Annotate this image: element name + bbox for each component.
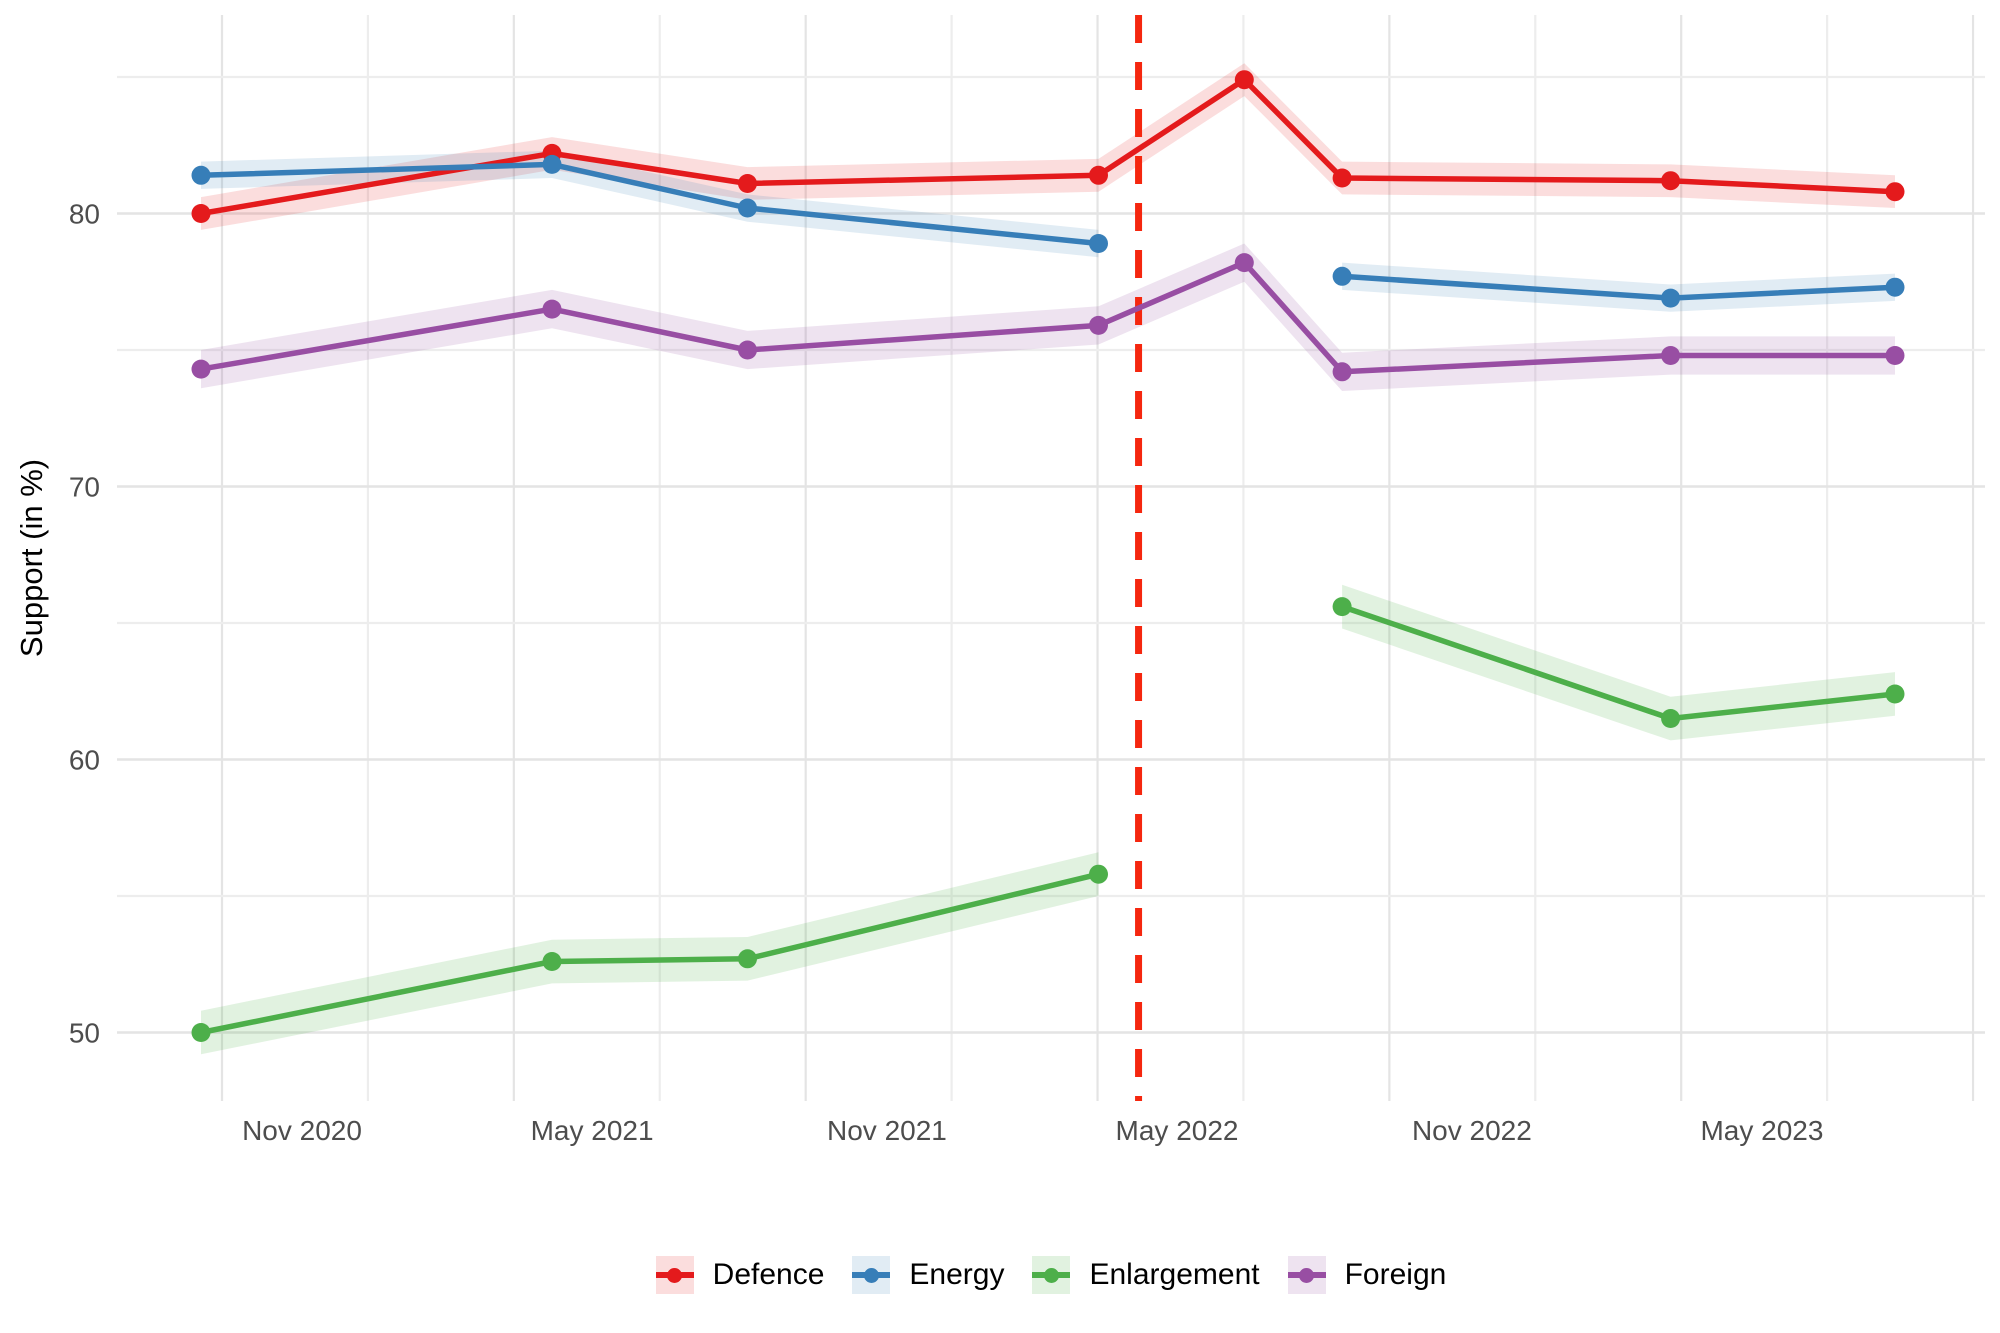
defence-point <box>191 204 211 223</box>
foreign-point <box>191 359 211 379</box>
y-tick-label: 80 <box>69 198 100 229</box>
defence-point <box>1089 165 1108 185</box>
defence-point <box>1661 171 1681 191</box>
legend-key-icon <box>852 1256 891 1294</box>
y-tick-label: 70 <box>69 471 100 502</box>
axis-labels: 80 70 60 50 Nov 2020 May 2021 Nov 2021 May 2022… <box>69 198 1824 1146</box>
legend-label: Defence <box>712 1258 825 1291</box>
defence-ribbon <box>201 63 1895 230</box>
chart-legend: Defence Energy Enlargement Foreign <box>117 1256 1985 1294</box>
energy-point <box>191 165 211 185</box>
enlargement-line <box>198 871 1102 1036</box>
defence-point <box>1885 182 1905 202</box>
enlargement-point <box>1661 709 1681 728</box>
legend-label: Energy <box>909 1258 1005 1291</box>
legend-key-dot <box>863 1267 879 1283</box>
foreign-point <box>1885 346 1905 365</box>
y-tick-label: 60 <box>69 744 100 775</box>
energy-line <box>198 161 1102 247</box>
x-tick-label: May 2023 <box>1700 1115 1823 1146</box>
x-tick-label: Nov 2021 <box>827 1115 947 1146</box>
enlargement-point <box>191 1023 211 1042</box>
energy-point <box>1661 288 1681 308</box>
foreign-point <box>1661 346 1681 365</box>
legend-key-dot <box>1043 1267 1059 1283</box>
defence-point <box>1234 70 1254 90</box>
legend-key-dot <box>667 1267 683 1283</box>
y-tick-label: 50 <box>69 1017 100 1048</box>
x-tick-label: May 2021 <box>531 1115 654 1146</box>
legend-key-dot <box>1299 1267 1315 1283</box>
enlargement-ribbon <box>201 852 1099 1055</box>
legend-label: Enlargement <box>1089 1258 1260 1291</box>
x-tick-label: Nov 2022 <box>1412 1115 1532 1146</box>
energy-point <box>1332 266 1352 286</box>
confidence-ribbons <box>201 63 1895 1055</box>
defence-line <box>198 76 1898 217</box>
defence-point <box>1332 168 1352 188</box>
legend-key-icon <box>655 1256 694 1294</box>
foreign-line <box>198 259 1898 375</box>
energy-ribbon <box>1342 262 1895 312</box>
legend-key-icon <box>1032 1256 1071 1294</box>
foreign-point <box>738 340 757 360</box>
foreign-point <box>1332 362 1352 382</box>
gridlines <box>117 15 1985 1101</box>
enlargement-point <box>738 949 757 969</box>
enlargement-point <box>1332 597 1352 617</box>
legend-key-icon <box>1287 1256 1326 1294</box>
legend-label: Foreign <box>1344 1258 1447 1291</box>
foreign-point <box>1089 315 1108 335</box>
enlargement-point <box>542 952 562 971</box>
foreign-point <box>1234 253 1254 273</box>
series-points <box>191 70 1905 1042</box>
y-axis-title: Support (in %) <box>14 459 49 657</box>
energy-point <box>1885 277 1905 297</box>
x-tick-label: May 2022 <box>1116 1115 1239 1146</box>
x-tick-label: Nov 2020 <box>242 1115 362 1146</box>
enlargement-point <box>1885 684 1905 704</box>
legend-item-defence: Defence <box>655 1256 825 1294</box>
energy-point <box>1089 234 1108 253</box>
foreign-ribbon <box>201 243 1895 391</box>
defence-point <box>738 174 757 193</box>
energy-point <box>542 154 562 174</box>
legend-item-enlargement: Enlargement <box>1032 1256 1260 1294</box>
legend-item-energy: Energy <box>852 1256 1004 1294</box>
foreign-point <box>542 299 562 319</box>
legend-item-foreign: Foreign <box>1287 1256 1447 1294</box>
enlargement-ribbon <box>1342 584 1895 741</box>
enlargement-point <box>1089 864 1108 884</box>
energy-point <box>738 198 757 218</box>
